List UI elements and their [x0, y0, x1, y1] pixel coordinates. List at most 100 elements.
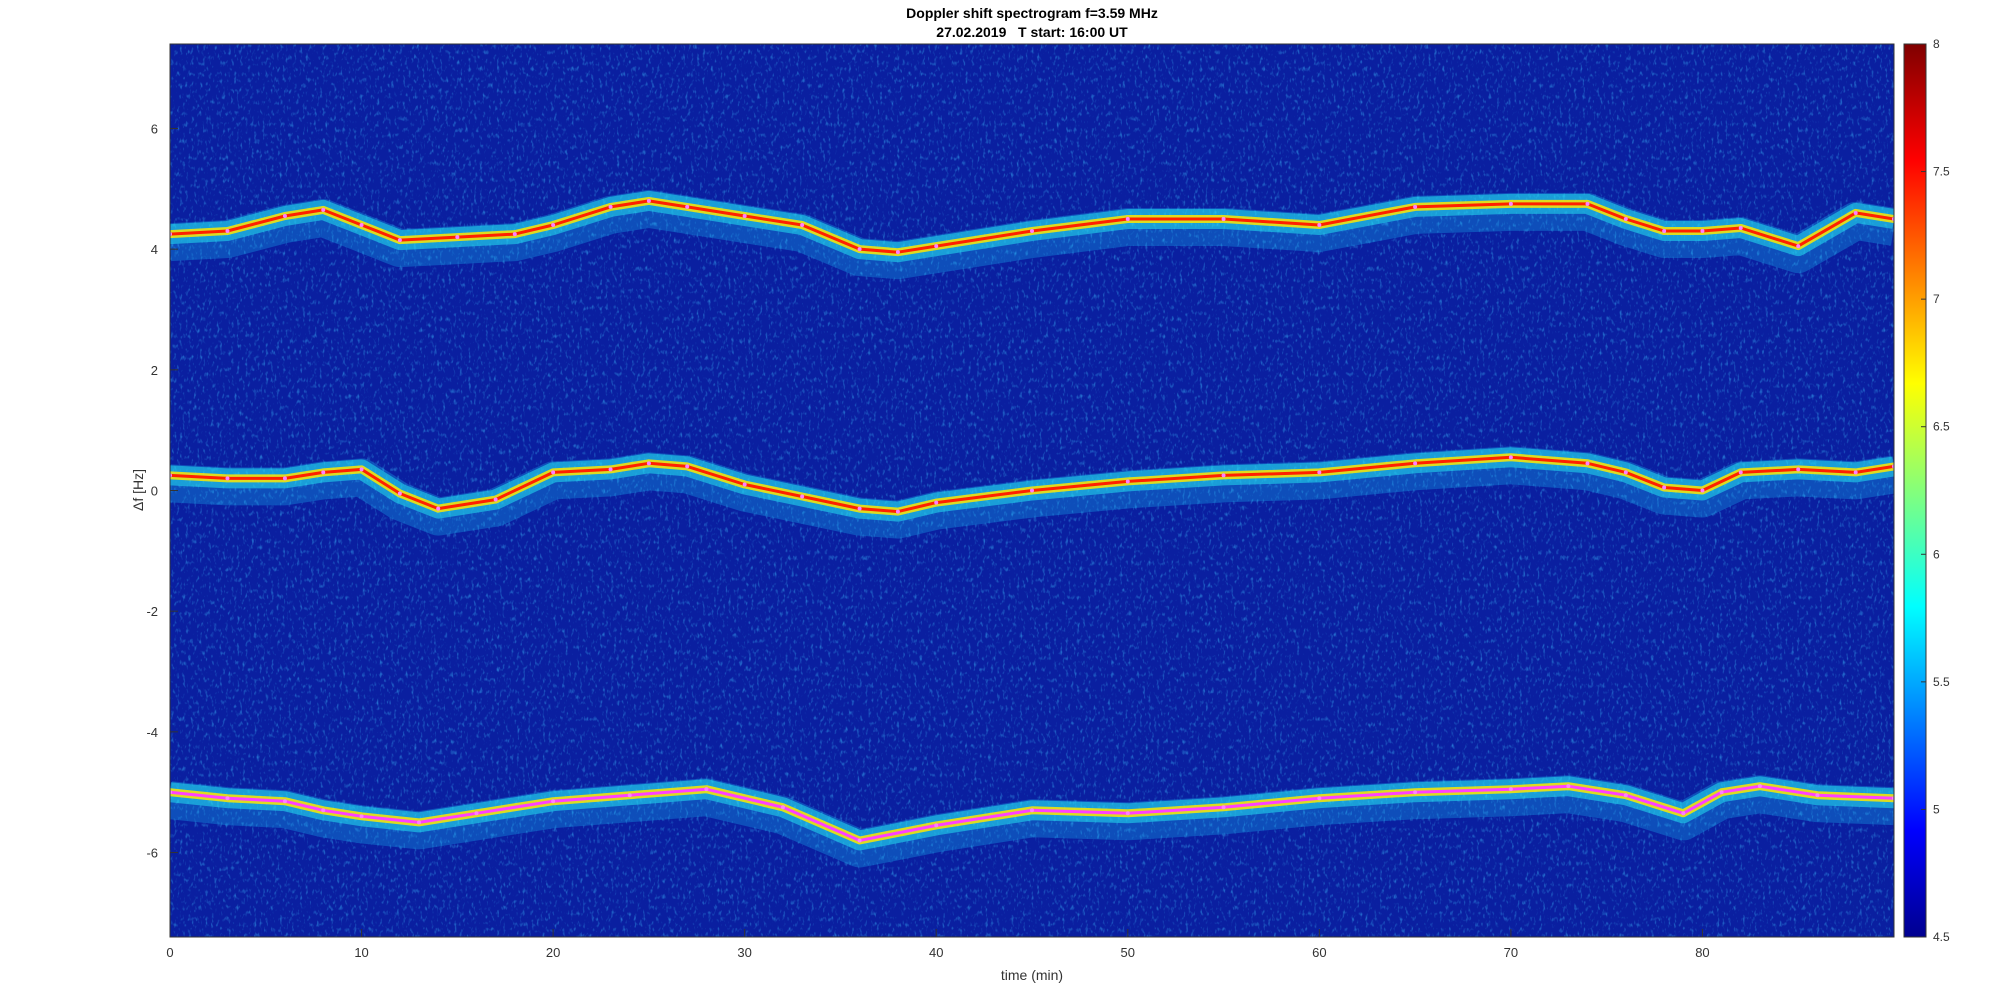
band-point [359, 467, 364, 472]
chart-subtitle: 27.02.2019 T start: 16:00 UT [936, 24, 1128, 40]
band-point [627, 793, 632, 798]
colorbar-tick-label: 7 [1933, 292, 1940, 306]
band-point [1030, 229, 1034, 234]
band-point [1585, 461, 1590, 466]
y-tick-label: 6 [151, 121, 158, 136]
band-point [1662, 485, 1667, 490]
band-point [1221, 473, 1226, 478]
x-tick-label: 70 [1504, 945, 1518, 960]
y-tick-label: 4 [151, 242, 158, 257]
band-point [321, 808, 326, 813]
band-point [800, 223, 805, 228]
x-tick-label: 60 [1312, 945, 1326, 960]
band-point [512, 232, 517, 237]
band-point [474, 811, 479, 816]
band-point [1681, 811, 1686, 816]
band-point [1125, 479, 1130, 484]
band-point [895, 509, 900, 514]
band-point [225, 229, 230, 234]
band-point [780, 805, 785, 810]
band-point [1125, 216, 1130, 221]
band-point [1030, 808, 1034, 813]
signal-band-middle [170, 446, 1894, 539]
band-point [608, 204, 613, 209]
band-point [397, 491, 402, 496]
signal-band-lower [170, 775, 1894, 868]
band-point [934, 244, 939, 249]
band-point [551, 799, 556, 804]
band-point [857, 838, 862, 843]
colorbar-tick-label: 4.5 [1933, 930, 1950, 944]
band-point [895, 250, 900, 255]
band-point [742, 213, 747, 218]
band-point [1585, 201, 1590, 206]
x-tick-label: 20 [546, 945, 560, 960]
band-point [1221, 805, 1226, 810]
band-point [1853, 470, 1858, 475]
x-tick-label: 80 [1695, 945, 1709, 960]
band-point [1700, 229, 1705, 234]
x-tick-label: 10 [354, 945, 368, 960]
band-point [1317, 223, 1322, 228]
band-point [1623, 470, 1628, 475]
x-axis: 0 10 20 30 40 50 60 70 80 [166, 929, 1710, 960]
band-point [1125, 811, 1130, 816]
band-point [800, 494, 805, 499]
band-point [436, 506, 441, 511]
band-point [1413, 790, 1418, 795]
band-point [1508, 787, 1513, 792]
band-point [608, 467, 613, 472]
band-point [225, 796, 230, 801]
band-point [1662, 229, 1667, 234]
band-point [646, 198, 651, 203]
x-tick-label: 50 [1121, 945, 1135, 960]
band-point [1853, 210, 1858, 215]
y-tick-label: -6 [146, 846, 158, 861]
x-axis-label: time (min) [1001, 967, 1063, 983]
band-point [225, 476, 230, 481]
y-axis: -6 -4 -2 0 2 4 6 [146, 121, 178, 861]
band-point [742, 482, 747, 487]
band-point [1317, 796, 1322, 801]
band-point [1815, 793, 1820, 798]
chart-title: Doppler shift spectrogram f=3.59 MHz [906, 5, 1158, 21]
band-point [1030, 488, 1034, 493]
colorbar-tick-label: 8 [1933, 37, 1940, 51]
band-point [1796, 467, 1801, 472]
colorbar-tick-label: 5 [1933, 802, 1940, 816]
band-point [282, 799, 287, 804]
band-point [321, 470, 326, 475]
x-tick-label: 30 [737, 945, 751, 960]
band-point [934, 823, 939, 828]
band-point [1757, 784, 1762, 789]
band-point [359, 223, 364, 228]
x-tick-label: 40 [929, 945, 943, 960]
band-point [1623, 216, 1628, 221]
colorbar-tick-label: 6 [1933, 547, 1940, 561]
x-tick-label: 0 [166, 945, 173, 960]
band-point [1738, 226, 1743, 231]
y-tick-label: -4 [146, 725, 158, 740]
band-point [397, 238, 402, 243]
band-point [1413, 204, 1418, 209]
colorbar-tick-label: 5.5 [1933, 675, 1950, 689]
band-point [455, 235, 460, 240]
band-point [704, 787, 709, 792]
signal-band-upper [170, 189, 1894, 280]
band-point [1700, 488, 1705, 493]
band-point [282, 476, 287, 481]
y-tick-label: 0 [151, 484, 158, 499]
signal-traces [170, 189, 1894, 868]
y-tick-label: 2 [151, 363, 158, 378]
band-point [321, 207, 326, 212]
y-tick-label: -2 [146, 604, 158, 619]
band-point [1623, 793, 1628, 798]
band-peak-line [170, 784, 1894, 842]
band-point [1796, 244, 1801, 249]
band-point [1317, 470, 1322, 475]
colorbar-ticks: 4.5 5 5.5 6 6.5 7 7.5 8 [1921, 37, 1950, 944]
colorbar-tick-label: 6.5 [1933, 420, 1950, 434]
band-point [1566, 784, 1571, 789]
y-axis-label: Δf [Hz] [130, 469, 146, 511]
